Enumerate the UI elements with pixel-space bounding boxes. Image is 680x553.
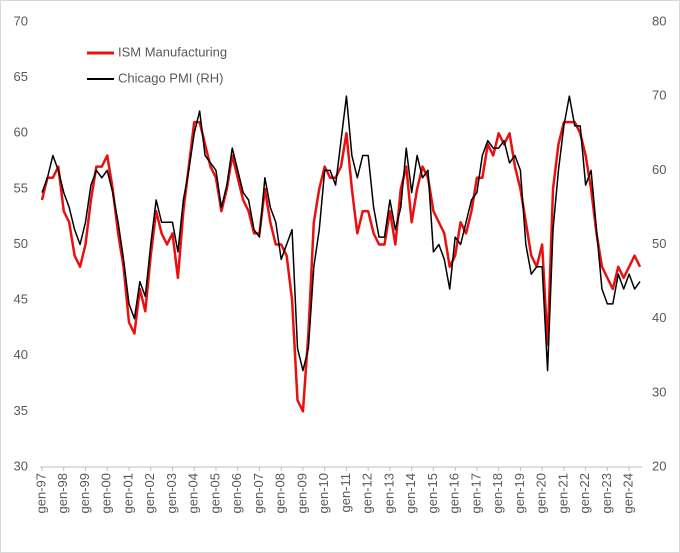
x-tick-label: gen-20 — [534, 473, 549, 513]
x-tick-label: gen-08 — [273, 473, 288, 513]
x-tick-label: gen-01 — [120, 473, 135, 513]
series-line — [41, 95, 641, 372]
x-tick-label: gen-17 — [468, 473, 483, 513]
legend-label: Chicago PMI (RH) — [118, 70, 223, 85]
y2-tick-label: 80 — [652, 13, 666, 28]
legend-label: ISM Manufacturing — [118, 44, 227, 59]
x-tick-label: gen-04 — [186, 473, 201, 513]
x-tick-label: gen-22 — [577, 473, 592, 513]
x-tick-label: gen-18 — [490, 473, 505, 513]
x-tick-label: gen-09 — [294, 473, 309, 513]
y-tick-label: 30 — [14, 458, 28, 473]
x-tick-label: gen-03 — [164, 473, 179, 513]
y2-tick-label: 70 — [652, 88, 666, 103]
x-tick-label: gen-06 — [229, 473, 244, 513]
series-line — [40, 120, 642, 413]
x-tick-label: gen-05 — [207, 473, 222, 513]
x-tick-label: gen-98 — [55, 473, 70, 513]
x-tick-label: gen-99 — [77, 473, 92, 513]
x-tick-label: gen-15 — [425, 473, 440, 513]
x-tick-label: gen-12 — [360, 473, 375, 513]
y-tick-label: 60 — [14, 125, 28, 140]
y-tick-label: 40 — [14, 347, 28, 362]
x-tick-label: gen-07 — [251, 473, 266, 513]
x-tick-label: gen-21 — [555, 473, 570, 513]
x-tick-label: gen-97 — [33, 473, 48, 513]
x-tick-label: gen-23 — [599, 473, 614, 513]
y2-tick-label: 40 — [652, 310, 666, 325]
x-tick-label: gen-11 — [338, 473, 353, 513]
y-tick-label: 55 — [14, 180, 28, 195]
y2-tick-label: 50 — [652, 236, 666, 251]
x-tick-label: gen-24 — [621, 473, 636, 513]
y-tick-label: 45 — [14, 292, 28, 307]
x-tick-label: gen-14 — [403, 473, 418, 513]
y-tick-label: 50 — [14, 236, 28, 251]
x-tick-label: gen-19 — [512, 473, 527, 513]
y2-tick-label: 30 — [652, 384, 666, 399]
y2-tick-label: 20 — [652, 458, 666, 473]
x-tick-label: gen-16 — [447, 473, 462, 513]
y-tick-label: 70 — [14, 13, 28, 28]
x-tick-label: gen-13 — [381, 473, 396, 513]
y-tick-label: 65 — [14, 69, 28, 84]
x-tick-label: gen-00 — [99, 473, 114, 513]
y-tick-label: 35 — [14, 403, 28, 418]
x-tick-label: gen-02 — [142, 473, 157, 513]
y2-tick-label: 60 — [652, 162, 666, 177]
x-tick-label: gen-10 — [316, 473, 331, 513]
